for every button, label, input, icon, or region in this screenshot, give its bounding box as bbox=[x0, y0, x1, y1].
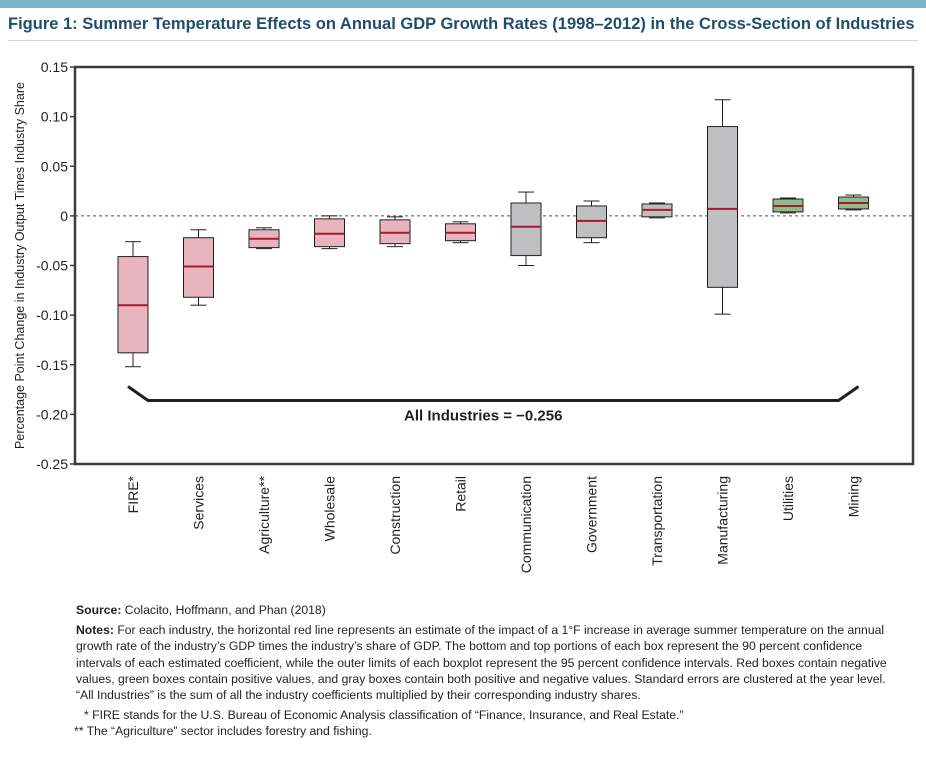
y-tick-label: -0.15 bbox=[36, 357, 68, 373]
y-tick-label: -0.05 bbox=[36, 258, 68, 274]
box-mining bbox=[838, 194, 869, 211]
y-axis-label: Percentage Point Change in Industry Outp… bbox=[13, 82, 27, 449]
footnote-agriculture: ** The “Agriculture” sector includes for… bbox=[74, 724, 372, 739]
footnote-fire: * FIRE stands for the U.S. Bureau of Eco… bbox=[84, 708, 684, 723]
x-tick-label: Construction bbox=[387, 476, 403, 555]
box-manufacturing bbox=[707, 99, 738, 315]
x-tick-label: Transportation bbox=[649, 476, 665, 566]
box-body bbox=[510, 202, 542, 257]
notes-paragraph: Notes: For each industry, the horizontal… bbox=[76, 622, 896, 703]
box-services bbox=[183, 229, 214, 306]
y-tick-label: 0 bbox=[60, 208, 68, 224]
all-industries-label: All Industries = −0.256 bbox=[404, 407, 562, 424]
box-government bbox=[576, 200, 607, 244]
box-transportation bbox=[641, 202, 673, 219]
figure-notes: Source: Colacito, Hoffmann, and Phan (20… bbox=[74, 602, 896, 740]
title-rule bbox=[8, 40, 918, 41]
notes-label: Notes: bbox=[76, 623, 114, 638]
box-wholesale bbox=[314, 215, 345, 250]
y-tick-label: 0.15 bbox=[41, 59, 68, 75]
boxplot-chart: 0.15 0.10 0.05 0 -0.05 -0.10 -0.15 -0.20 -0.25 P… bbox=[13, 59, 915, 573]
figure-title: Figure 1: Summer Temperature Effects on … bbox=[8, 15, 915, 33]
box-construction bbox=[379, 216, 411, 248]
x-tick-label: Wholesale bbox=[322, 476, 338, 542]
notes-text: For each industry, the horizontal red li… bbox=[76, 623, 887, 703]
y-tick-label: -0.25 bbox=[36, 456, 68, 472]
y-tick-label: 0.10 bbox=[41, 109, 68, 125]
box-fire bbox=[117, 241, 149, 368]
source-text: Colacito, Hoffmann, and Phan (2018) bbox=[124, 603, 326, 617]
top-accent-bar bbox=[0, 0, 926, 8]
y-tick-label: 0.05 bbox=[41, 158, 68, 174]
all-industries-bracket bbox=[127, 385, 860, 402]
x-tick-label: Agriculture** bbox=[256, 475, 272, 553]
x-tick-label: FIRE* bbox=[125, 475, 141, 513]
x-tick-label: Retail bbox=[453, 476, 469, 512]
source-label: Source: bbox=[76, 603, 122, 617]
box-body bbox=[707, 126, 738, 288]
x-axis: FIRE* Services Agriculture** Wholesale Const… bbox=[125, 475, 862, 573]
box-communication bbox=[510, 191, 542, 266]
source-line: Source: Colacito, Hoffmann, and Phan (20… bbox=[76, 602, 896, 618]
y-tick-label: -0.20 bbox=[36, 406, 68, 422]
box-agriculture bbox=[248, 227, 280, 250]
box-retail bbox=[445, 221, 476, 244]
x-tick-label: Manufacturing bbox=[715, 476, 731, 565]
boxplot-series bbox=[117, 99, 869, 368]
box-utilities bbox=[772, 197, 804, 214]
y-tick-label: -0.10 bbox=[36, 307, 68, 323]
x-tick-label: Mining bbox=[846, 476, 862, 517]
y-axis: 0.15 0.10 0.05 0 -0.05 -0.10 -0.15 -0.20 -0.25 bbox=[36, 59, 75, 472]
x-tick-label: Communication bbox=[518, 476, 534, 573]
x-tick-label: Services bbox=[191, 476, 207, 530]
x-tick-label: Utilities bbox=[780, 476, 796, 521]
x-tick-label: Government bbox=[584, 476, 600, 553]
